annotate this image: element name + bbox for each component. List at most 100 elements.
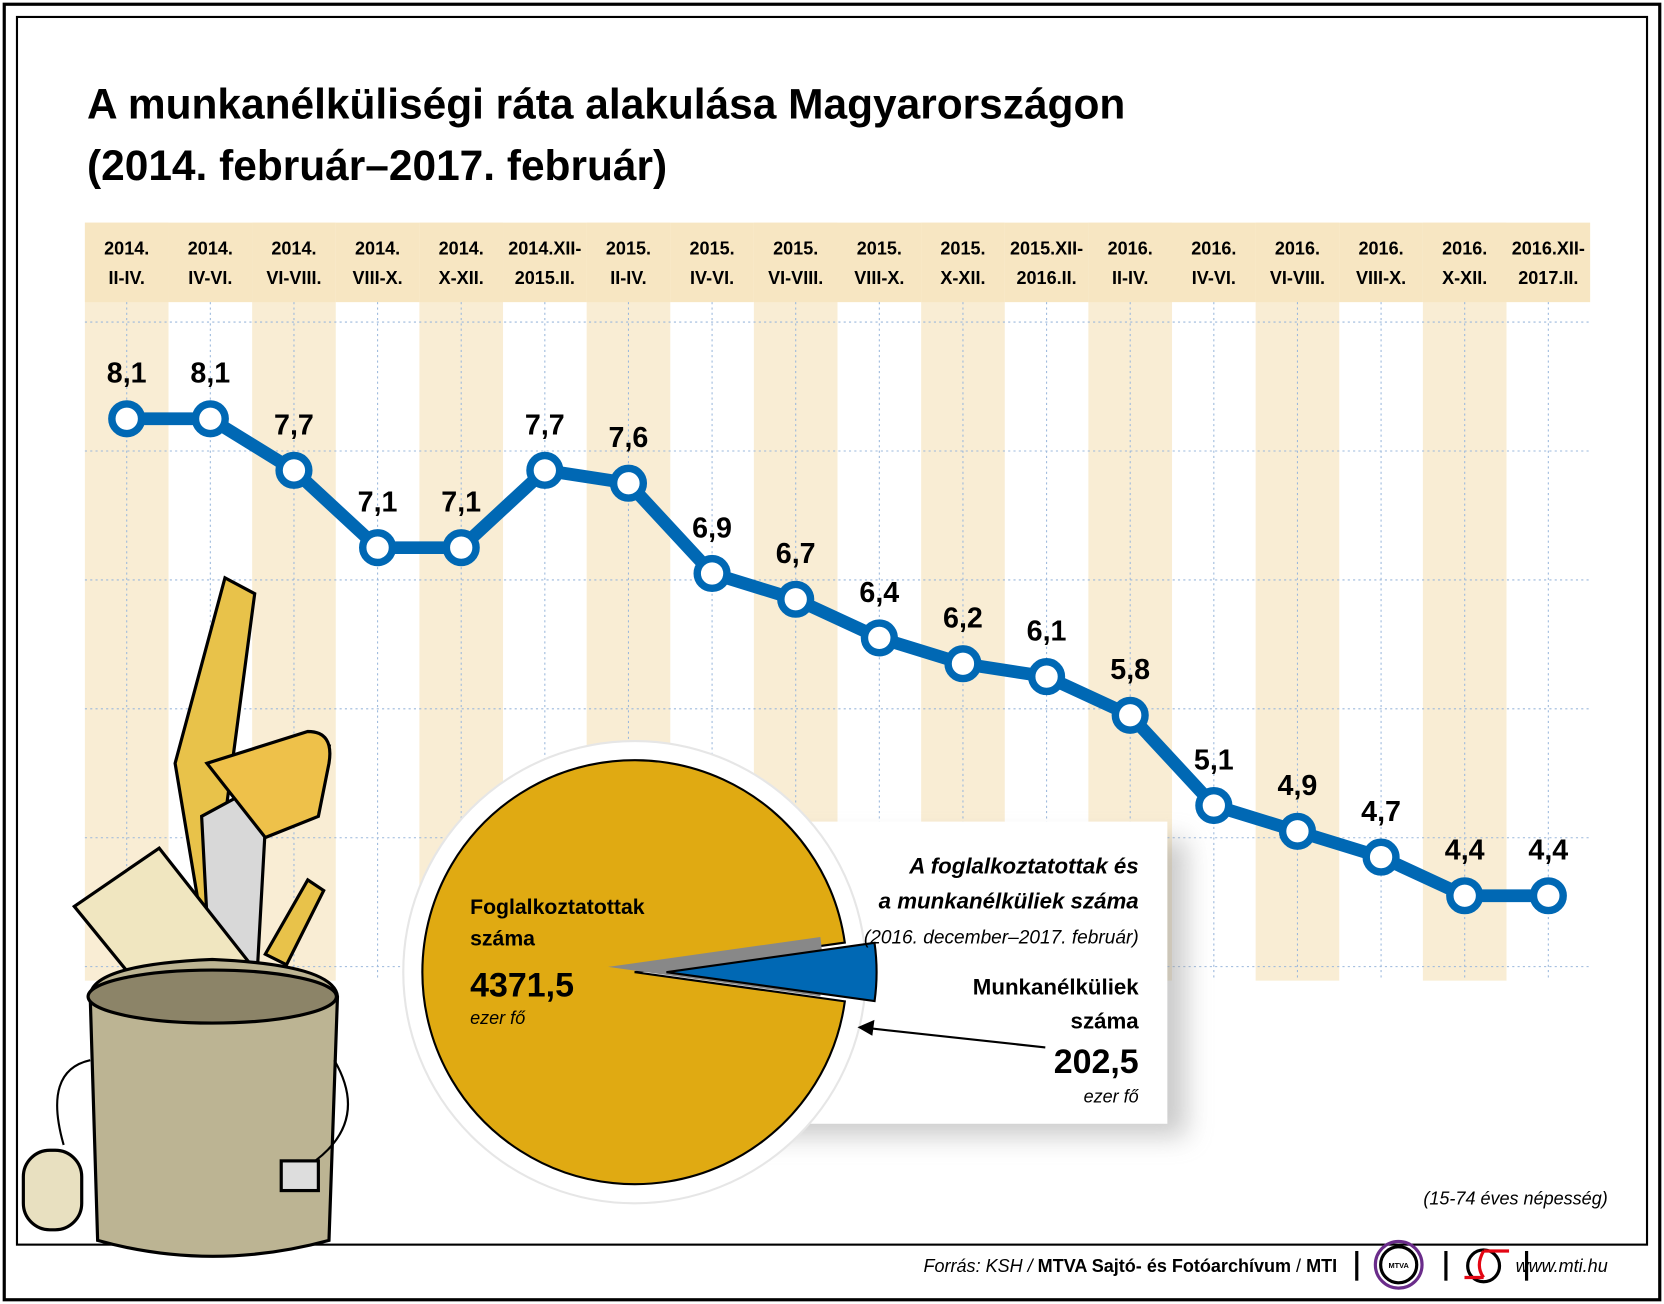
data-point — [1028, 658, 1066, 696]
data-label: 6,9 — [692, 512, 732, 544]
category-label-line1: 2014. — [104, 238, 149, 258]
category-label-line2: X-XII. — [1442, 268, 1487, 288]
pie-slice-unemployed — [666, 941, 878, 1003]
data-label: 4,4 — [1445, 835, 1485, 867]
unemployed-unit: ezer fő — [1084, 1087, 1140, 1107]
category-label-line2: VIII-X. — [1356, 268, 1406, 288]
category-label-line2: II-IV. — [109, 268, 145, 288]
category-label-line1: 2015. — [606, 238, 651, 258]
category-label-line2: II-IV. — [610, 268, 646, 288]
data-point — [191, 400, 229, 438]
unemployment-series: 8,1 8,1 7,7 7,1 7,1 7,7 7,6 6,9 6,7 6,4 6,2 6,1 5,8 5… — [107, 358, 1568, 915]
category-label-line1: 2015. — [690, 238, 735, 258]
category-label-line1: 2016. — [1191, 238, 1236, 258]
employed-unit: ezer fő — [470, 1008, 526, 1028]
category-header-band — [1172, 222, 1256, 303]
chart-subtitle: (2014. február–2017. február) — [87, 142, 667, 189]
data-label: 6,1 — [1027, 616, 1067, 648]
category-label-line2: VIII-X. — [353, 268, 403, 288]
category-label-line2: II-IV. — [1112, 268, 1148, 288]
mti-logo — [1464, 1248, 1510, 1284]
pointer-arrow — [870, 1027, 1046, 1049]
data-label: 7,1 — [441, 487, 481, 519]
category-label-line1: 2016.XII- — [1512, 238, 1585, 258]
column-band — [252, 222, 336, 981]
data-label: 7,1 — [358, 487, 398, 519]
category-label-line1: 2014. — [188, 238, 233, 258]
column-bands — [84, 222, 1591, 981]
data-label: 4,7 — [1361, 796, 1401, 828]
employed-label-1: Foglalkoztatottak — [470, 896, 645, 919]
category-label-line1: 2016. — [1359, 238, 1404, 258]
data-point — [609, 464, 648, 502]
data-point — [1195, 786, 1233, 825]
source-text: Forrás: KSH / MTVA Sajtó- és Fotóarchívu… — [923, 1256, 1337, 1276]
data-label: 4,9 — [1278, 770, 1318, 802]
category-label-line2: 2015.II. — [515, 268, 575, 288]
category-header-band — [921, 222, 1005, 303]
category-label-line2: VI-VIII. — [768, 268, 823, 288]
data-label: 6,2 — [943, 603, 983, 635]
data-label: 6,4 — [859, 577, 899, 609]
data-label: 7,7 — [525, 409, 565, 441]
website-link[interactable]: www.mti.hu — [1516, 1256, 1608, 1276]
data-point — [526, 451, 564, 489]
category-label-line2: IV-VI. — [690, 268, 734, 288]
data-point — [275, 451, 313, 489]
category-label-line1: 2016. — [1275, 238, 1320, 258]
category-header-band — [1422, 222, 1507, 303]
data-point — [777, 580, 815, 618]
unemployed-value: 202,5 — [1054, 1043, 1139, 1081]
column-band — [1422, 222, 1507, 981]
category-header-band — [670, 222, 754, 303]
category-label-line1: 2016. — [1108, 238, 1153, 258]
category-label-line1: 2015. — [940, 238, 985, 258]
data-point — [693, 554, 731, 593]
category-header-band — [837, 222, 922, 303]
category-header-band — [1339, 222, 1423, 303]
pie-period: (2016. december–2017. február) — [864, 928, 1139, 949]
employed-label-2: száma — [470, 928, 535, 951]
category-label-line2: VI-VIII. — [1270, 268, 1325, 288]
category-header-band — [1004, 222, 1089, 303]
data-label: 7,6 — [609, 422, 649, 454]
data-label: 5,1 — [1194, 744, 1234, 776]
plug-icon — [279, 1159, 320, 1193]
category-label-line1: 2015. — [773, 238, 818, 258]
data-point — [442, 529, 480, 567]
category-header-band — [168, 222, 253, 303]
category-label-line2: VIII-X. — [854, 268, 904, 288]
category-label-line2: 2016.II. — [1017, 268, 1077, 288]
screwdriver-icon — [263, 877, 326, 967]
category-header-band — [753, 222, 838, 303]
mouse-icon — [21, 1148, 84, 1232]
category-header-band — [503, 222, 587, 303]
category-label-line1: 2016. — [1442, 238, 1487, 258]
data-point — [108, 400, 146, 438]
data-label: 6,7 — [776, 538, 816, 570]
category-label-line2: IV-VI. — [1192, 268, 1236, 288]
category-header-band — [586, 222, 671, 303]
pie-title-1: A foglalkoztatottak és — [908, 854, 1138, 879]
data-point — [359, 529, 397, 567]
data-label: 7,7 — [274, 409, 314, 441]
category-label-line2: IV-VI. — [188, 268, 232, 288]
data-label: 5,8 — [1110, 654, 1150, 686]
data-point — [860, 619, 898, 657]
category-header-band — [335, 222, 420, 303]
unemployed-label-1: Munkanélküliek — [973, 974, 1140, 999]
svg-text:MTVA: MTVA — [1388, 1261, 1409, 1270]
category-label-line1: 2015.XII- — [1010, 238, 1083, 258]
data-point — [1446, 877, 1484, 915]
category-labels: 2014. II-IV. 2014. IV-VI. 2014. VI-VIII. 2014.… — [104, 238, 1585, 288]
category-label-line2: X-XII. — [940, 268, 985, 288]
unemployed-label-2: száma — [1071, 1008, 1140, 1033]
mtva-logo — [1373, 1239, 1424, 1290]
category-label-line2: X-XII. — [439, 268, 484, 288]
chart-title: A munkanélküliségi ráta alakulása Magyar… — [87, 81, 1125, 128]
category-label-line1: 2015. — [857, 238, 902, 258]
data-point — [1362, 838, 1400, 876]
data-point — [1111, 696, 1149, 734]
data-label: 4,4 — [1528, 835, 1568, 867]
